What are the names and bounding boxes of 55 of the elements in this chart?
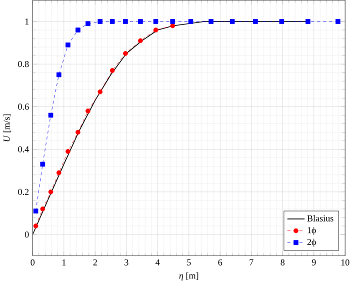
point (138, 38, 143, 44)
x-tick-label: 0 (30, 259, 35, 266)
point (86, 108, 90, 114)
point (123, 51, 128, 56)
x-tick-label: 5 (187, 259, 191, 266)
point (170, 19, 176, 24)
point (86, 21, 90, 26)
x-tick-label: 1 (62, 259, 66, 266)
point (279, 19, 284, 24)
point (110, 19, 115, 24)
y-tick-label: 0.6 (18, 104, 29, 110)
point (230, 19, 235, 24)
point (40, 206, 46, 212)
point (76, 28, 80, 32)
point (33, 208, 38, 214)
point (40, 162, 46, 167)
x-tick-label: 6 (218, 259, 222, 266)
legend-label: 2ϕ (307, 238, 316, 247)
point (76, 130, 80, 135)
point (98, 89, 103, 94)
point (66, 149, 70, 154)
x-tick-label: 8 (280, 259, 285, 266)
point (98, 19, 103, 24)
point (153, 19, 158, 24)
y-tick-label: 0.8 (18, 61, 29, 68)
point (66, 42, 70, 48)
point (48, 112, 54, 118)
point (170, 23, 176, 28)
point (306, 19, 310, 24)
y-tick-label: 0.4 (18, 146, 29, 152)
y-tick-label: 1 (25, 18, 29, 24)
x-tick-label: 10 (341, 259, 350, 266)
point (56, 170, 62, 176)
point (336, 19, 340, 24)
point (48, 190, 54, 194)
x-axis-title: η [m] (179, 272, 198, 281)
point (188, 19, 194, 24)
y-axis-title: U [m/s] (3, 114, 11, 142)
x-tick-label: 3 (124, 259, 128, 266)
point (253, 19, 258, 24)
x-tick-label: 4 (156, 259, 160, 266)
x-tick-label: 7 (250, 259, 254, 266)
y-tick-label: 0 (24, 231, 29, 238)
point (33, 224, 38, 228)
x-tick-label: 2 (93, 259, 97, 266)
point (208, 19, 214, 24)
point (110, 68, 115, 73)
legend-label: 1ϕ (308, 226, 316, 236)
legend-label: Blasius (307, 215, 334, 222)
point (56, 72, 62, 78)
point (153, 28, 158, 32)
x-tick-label: 9 (312, 259, 316, 266)
point (138, 19, 143, 24)
y-tick-label: 0.2 (18, 188, 29, 195)
point (123, 19, 128, 24)
